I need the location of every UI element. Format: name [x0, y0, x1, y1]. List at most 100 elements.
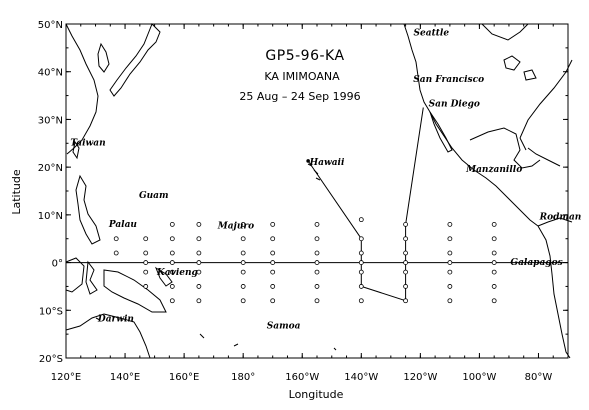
hudson-bay	[481, 23, 529, 41]
station-marker	[491, 221, 497, 227]
gulf-coastline	[469, 127, 541, 169]
station-marker	[447, 298, 453, 304]
station-marker	[403, 298, 408, 304]
place-label: Seattle	[414, 28, 450, 38]
x-tick-label: 100°W	[462, 372, 496, 383]
y-axis-title: Latitude	[10, 169, 23, 215]
station-marker	[447, 236, 453, 242]
x-tick-label: 140°E	[110, 372, 140, 383]
station-marker	[196, 260, 202, 265]
station-marker	[240, 236, 246, 242]
station-marker	[447, 250, 453, 256]
new-guinea-coastline	[103, 269, 167, 313]
place-label: Kavieng	[156, 268, 198, 278]
korea-coastline	[97, 42, 110, 73]
station-marker	[358, 250, 364, 256]
x-tick-label: 180°	[231, 372, 255, 383]
borneo-coastline	[65, 257, 85, 293]
x-axis-title: Longitude	[289, 388, 344, 401]
place-label: Manzanillo	[465, 165, 522, 175]
station-marker	[270, 260, 276, 265]
place-label: Samoa	[267, 321, 301, 331]
station-marker	[491, 269, 497, 275]
cruise-start-point	[306, 159, 310, 163]
south-america-coastline	[537, 217, 573, 359]
station-marker	[491, 250, 497, 256]
x-tick-label: 160°E	[169, 372, 199, 383]
place-label: Guam	[139, 191, 169, 201]
asia-coastline	[65, 23, 99, 155]
place-label: San Francisco	[413, 75, 484, 85]
station-marker	[143, 284, 149, 289]
station-marker	[240, 250, 246, 256]
baja-coastline	[429, 111, 453, 153]
station-marker	[270, 221, 276, 227]
station-marker	[314, 250, 320, 256]
station-marker	[358, 236, 364, 242]
stations-layer	[113, 217, 497, 304]
y-tick-label: 20°N	[38, 163, 63, 174]
x-tick-label: 80°W	[525, 372, 553, 383]
station-marker	[169, 250, 175, 256]
place-label: Darwin	[97, 315, 134, 325]
station-marker	[196, 250, 202, 256]
station-marker	[169, 221, 175, 227]
place-label: Hawaii	[309, 158, 345, 168]
station-marker	[143, 260, 149, 265]
bismarck-coastline	[154, 266, 173, 287]
station-marker	[143, 250, 149, 256]
philippines-coastline	[75, 174, 101, 245]
station-marker	[240, 221, 246, 227]
y-tick-label: 30°N	[38, 115, 63, 126]
station-marker	[143, 269, 149, 275]
sulawesi-coastline	[85, 260, 98, 295]
station-marker	[270, 284, 276, 289]
station-marker	[447, 260, 453, 265]
y-tick-label: 0°	[52, 259, 63, 270]
station-marker	[314, 298, 320, 304]
station-marker	[491, 260, 497, 265]
station-marker	[240, 260, 246, 265]
station-marker	[196, 298, 202, 304]
station-marker	[403, 250, 408, 256]
japan-coastline	[109, 23, 161, 97]
station-marker	[447, 269, 453, 275]
place-label: Galapagos	[510, 258, 562, 268]
station-marker	[314, 269, 320, 275]
cruise-title: GP5-96-KA	[265, 48, 344, 64]
station-marker	[403, 221, 408, 227]
station-marker	[447, 284, 453, 289]
station-marker	[447, 221, 453, 227]
station-marker	[169, 236, 175, 242]
axis-ticks-layer: 120°E 140°E 160°E 180° 160°W 140°W 120°W 100°W 8…	[38, 20, 569, 383]
y-tick-label: 10°S	[39, 306, 63, 317]
y-tick-label: 50°N	[38, 20, 63, 31]
great-lakes	[503, 55, 537, 81]
cruise-track-line	[307, 107, 424, 302]
station-marker	[113, 250, 119, 256]
station-marker	[358, 260, 364, 265]
station-marker	[314, 236, 320, 242]
station-marker	[196, 221, 202, 227]
station-marker	[196, 236, 202, 242]
station-marker	[270, 236, 276, 242]
taiwan-coastline	[72, 140, 80, 160]
east-coast-coastline	[519, 59, 573, 139]
station-marker	[270, 250, 276, 256]
station-marker	[358, 284, 364, 289]
station-marker	[358, 217, 364, 223]
station-marker	[196, 269, 202, 275]
station-marker	[403, 284, 408, 289]
y-tick-label: 20°S	[39, 354, 63, 365]
station-marker	[270, 298, 276, 304]
station-marker	[314, 284, 320, 289]
station-marker	[491, 298, 497, 304]
station-marker	[491, 284, 497, 289]
station-marker	[403, 260, 408, 265]
place-label: San Diego	[429, 100, 480, 110]
cuba-coastline	[519, 137, 561, 167]
station-marker	[169, 269, 175, 275]
station-marker	[314, 260, 320, 265]
station-marker	[169, 284, 175, 289]
